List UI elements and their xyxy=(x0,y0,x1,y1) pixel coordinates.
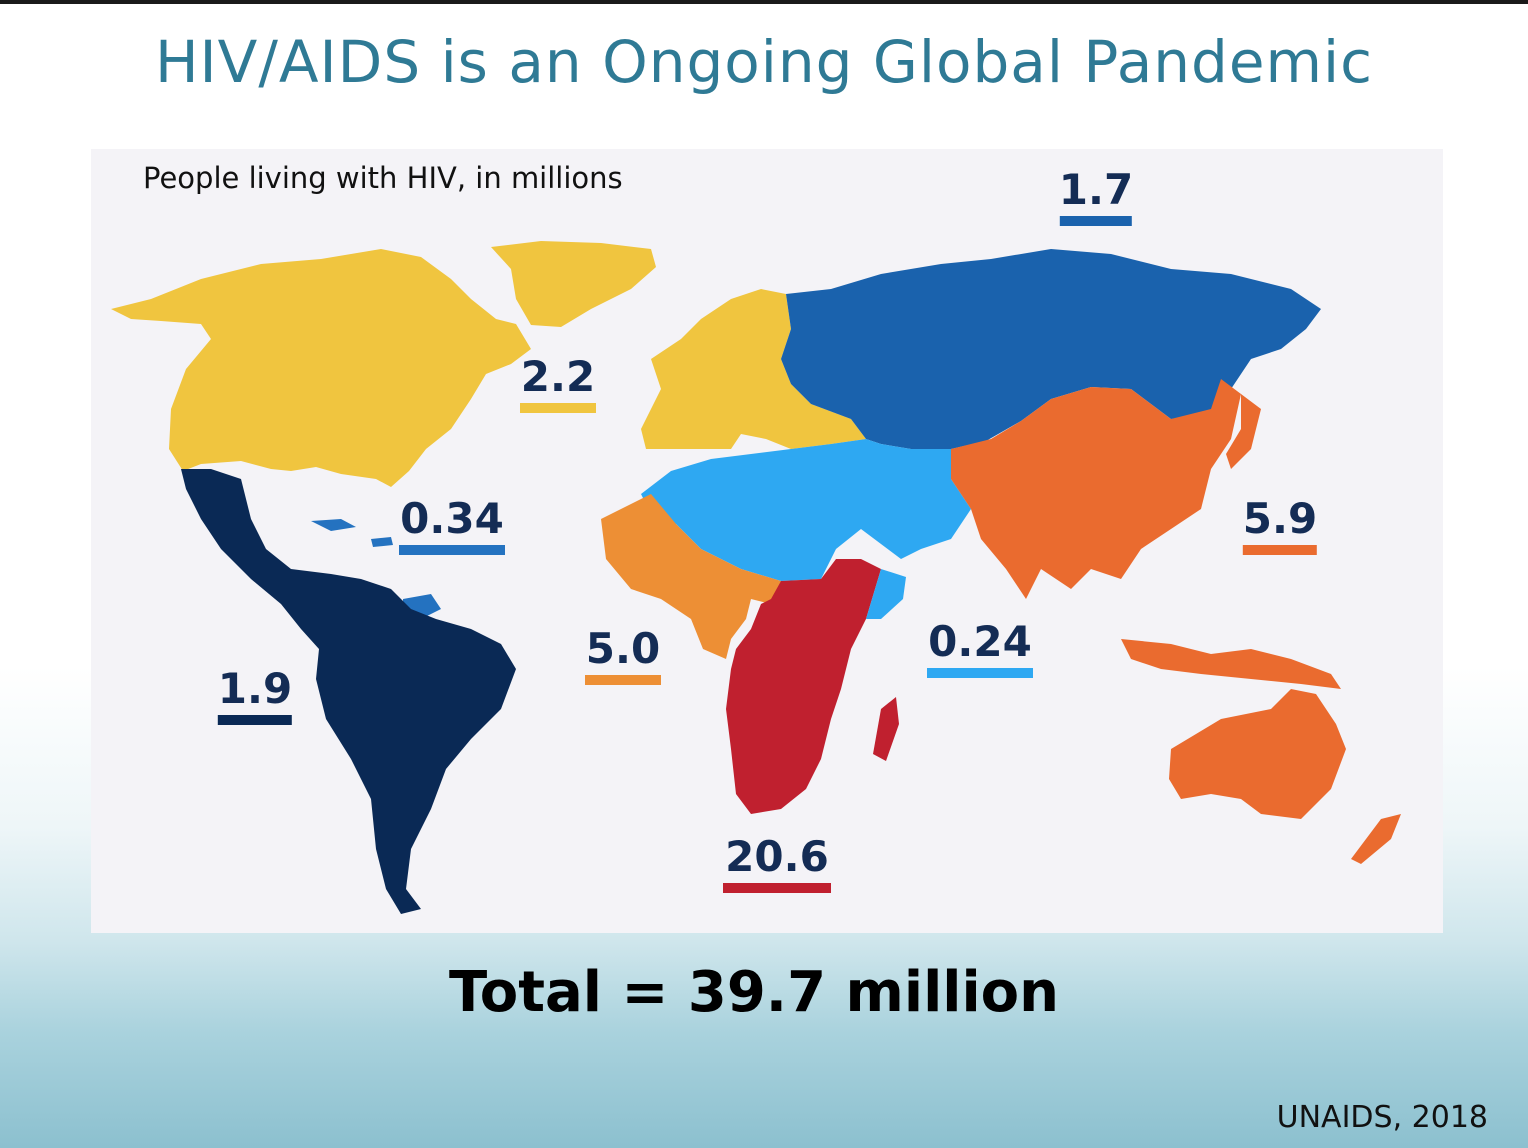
label-underline xyxy=(927,668,1033,678)
region-horn-of-africa xyxy=(866,569,906,619)
label-east-southern-africa: 20.6 xyxy=(723,832,831,893)
region-eastern-europe-central-asia xyxy=(781,249,1321,449)
label-underline xyxy=(585,675,661,685)
region-west-central-africa xyxy=(601,494,786,659)
region-north-america xyxy=(111,249,531,487)
region-new-zealand xyxy=(1351,814,1401,864)
label-underline xyxy=(218,715,292,725)
world-map-panel: People living with HIV, in millions 1.7 xyxy=(91,149,1443,933)
region-greenland xyxy=(491,241,656,327)
region-asia-pacific xyxy=(951,379,1241,599)
label-underline xyxy=(1243,545,1317,555)
label-latin-america: 1.9 xyxy=(218,664,292,725)
label-eastern-europe-central-asia: 1.7 xyxy=(1059,165,1133,226)
total-count: Total = 39.7 million xyxy=(448,960,1060,1025)
label-underline xyxy=(399,545,505,555)
label-asia-pacific: 5.9 xyxy=(1243,494,1317,555)
region-east-southern-africa xyxy=(726,559,881,814)
map-subtitle: People living with HIV, in millions xyxy=(143,161,623,195)
top-border xyxy=(0,0,1528,4)
world-map xyxy=(111,241,1401,914)
region-caribbean xyxy=(311,519,441,619)
slide-title: HIV/AIDS is an Ongoing Global Pandemic xyxy=(154,28,1374,96)
label-underline xyxy=(1060,216,1132,226)
region-indonesia xyxy=(1121,639,1341,689)
region-latin-america xyxy=(181,469,516,914)
region-japan xyxy=(1226,394,1261,469)
region-madagascar xyxy=(873,697,899,761)
label-middle-east-north-africa: 0.24 xyxy=(927,617,1033,678)
label-western-central-europe-north-america: 2.2 xyxy=(520,352,596,413)
region-middle-east-north-africa xyxy=(641,439,971,581)
label-underline xyxy=(520,403,596,413)
label-caribbean: 0.34 xyxy=(399,494,505,555)
label-west-central-africa: 5.0 xyxy=(585,624,661,685)
region-western-europe xyxy=(641,289,866,449)
source-citation: UNAIDS, 2018 xyxy=(1276,1100,1488,1135)
label-underline xyxy=(723,883,831,893)
region-australia xyxy=(1169,689,1346,819)
